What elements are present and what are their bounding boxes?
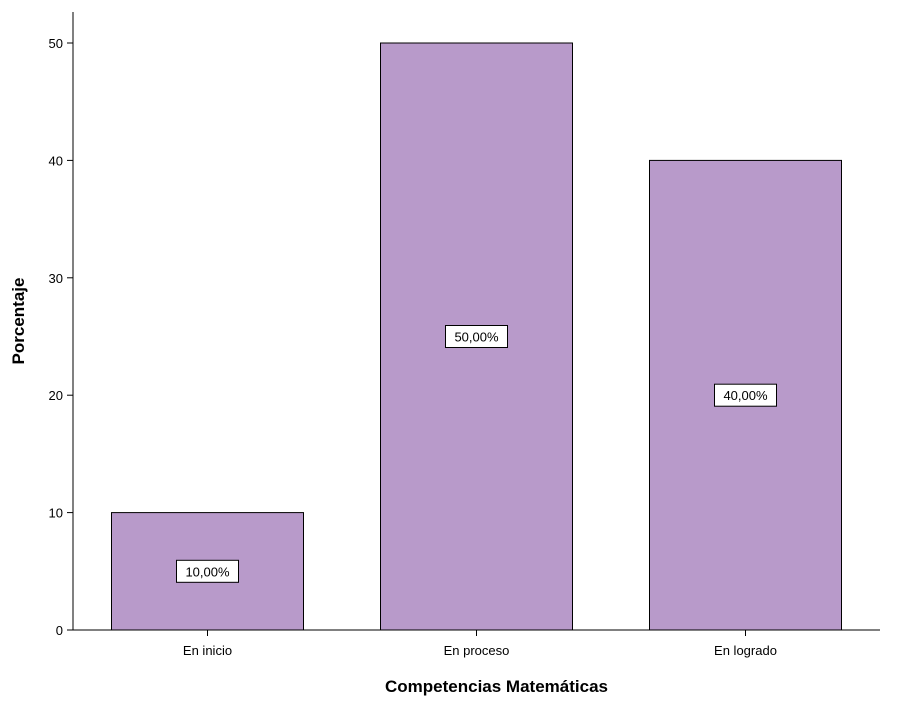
data-label: 10,00% [185,564,230,579]
category-labels: En inicio En proceso En logrado [183,643,777,658]
data-label: 40,00% [723,388,768,403]
y-tick-label: 10 [49,506,63,521]
data-label-box [176,559,239,583]
x-tick-label: En proceso [444,643,510,658]
x-tick-label: En inicio [183,643,232,658]
x-tick-label: En logrado [714,643,777,658]
data-label-box [714,383,777,407]
y-axis-title: Porcentaje [9,278,28,365]
y-axis: 0 10 20 30 40 50 [49,12,74,638]
y-tick-label: 20 [49,388,63,403]
y-tick-label: 0 [56,623,63,638]
data-label: 50,00% [454,330,499,345]
y-tick-label: 40 [49,153,63,168]
x-axis-title: Competencias Matemáticas [385,677,608,696]
y-tick-label: 50 [49,36,63,51]
data-label-box [445,325,508,348]
y-tick-label: 30 [49,271,63,286]
x-axis [73,629,880,636]
data-labels: 10,00% 50,00% 40,00% [176,325,777,583]
